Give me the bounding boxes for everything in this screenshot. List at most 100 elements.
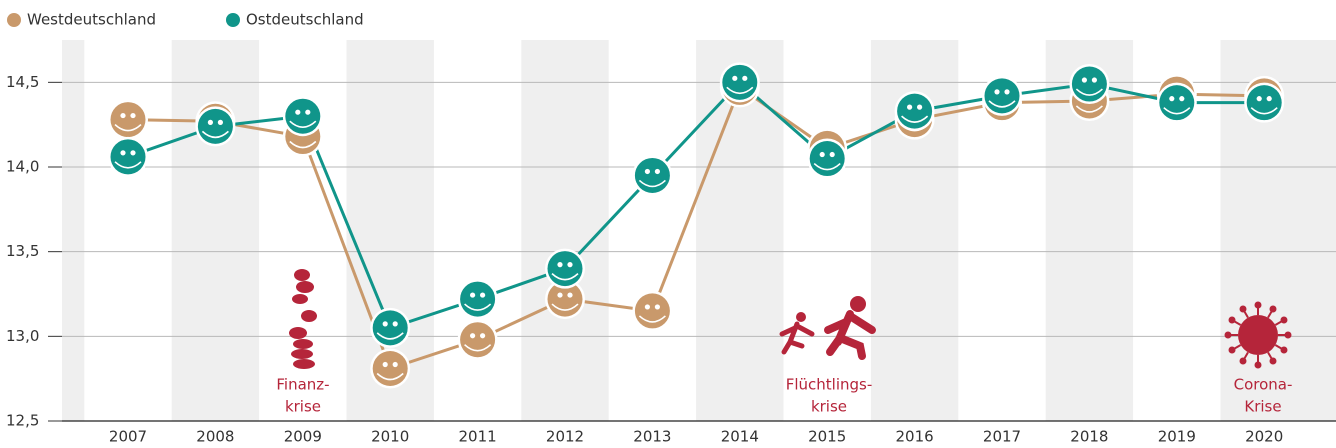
x-tick-label: 2014 xyxy=(721,428,759,446)
smiley-marker xyxy=(370,348,411,389)
x-tick-label: 2012 xyxy=(546,428,584,446)
legend-label: Ostdeutschland xyxy=(246,11,364,29)
legend-swatch xyxy=(7,13,21,27)
smiley-marker xyxy=(457,279,498,320)
y-tick-label: 13,5 xyxy=(6,242,39,260)
marker-smile xyxy=(464,303,492,311)
smiley-marker xyxy=(807,138,848,179)
marker-eye xyxy=(644,304,651,310)
annotation: krise xyxy=(811,398,847,416)
marker-eye xyxy=(1169,96,1175,102)
smiley-marker xyxy=(457,319,498,360)
smiley-marker xyxy=(370,307,411,348)
y-tick-label: 14,0 xyxy=(6,158,39,176)
marker-eye xyxy=(1266,96,1272,102)
x-tick-label: 2015 xyxy=(808,428,846,446)
annotation: krise xyxy=(285,398,321,416)
x-tick-label: 2019 xyxy=(1158,428,1196,446)
marker-face xyxy=(460,281,496,317)
smiley-marker xyxy=(982,75,1022,116)
marker-eye xyxy=(732,75,738,81)
coins-icon xyxy=(289,269,317,369)
smiley-marker xyxy=(1244,82,1285,123)
virus-spike-tip xyxy=(1228,346,1236,354)
marker-eye xyxy=(819,151,825,158)
marker-smile xyxy=(289,140,317,149)
marker-eye xyxy=(392,321,398,327)
marker-eye xyxy=(1004,89,1010,95)
marker-smile xyxy=(201,130,229,139)
marker-eye xyxy=(480,333,486,339)
x-tick-label: 2017 xyxy=(983,428,1021,446)
marker-eye xyxy=(217,119,223,125)
virus-icon xyxy=(1224,301,1292,369)
marker-face xyxy=(1071,66,1107,102)
marker-smile xyxy=(901,115,929,123)
smiley-marker xyxy=(719,62,760,103)
refugee-icon xyxy=(779,296,876,360)
marker-eye xyxy=(917,104,923,110)
marker-eye xyxy=(382,361,388,368)
marker-eye xyxy=(120,150,126,156)
x-tick-label: 2018 xyxy=(1070,428,1108,446)
marker-face xyxy=(634,293,670,329)
marker-eye xyxy=(654,168,661,175)
marker-smile xyxy=(551,303,579,311)
marker-eye xyxy=(392,361,398,368)
marker-eye xyxy=(120,112,126,119)
marker-smile xyxy=(1075,105,1103,113)
x-tick-label: 2007 xyxy=(109,428,147,446)
marker-smile xyxy=(638,315,666,323)
y-tick-label: 13,0 xyxy=(6,327,39,345)
x-tick-label: 2013 xyxy=(633,428,671,446)
virus-spike-tip xyxy=(1269,305,1277,313)
marker-smile xyxy=(813,162,841,171)
marker-face xyxy=(722,64,758,100)
marker-face xyxy=(372,351,408,387)
virus-spike-tip xyxy=(1239,305,1247,313)
virus-spike-tip xyxy=(1254,361,1262,369)
smiley-marker xyxy=(545,248,585,289)
marker-face xyxy=(547,251,583,287)
marker-eye xyxy=(130,150,136,156)
marker-eye xyxy=(470,333,476,339)
marker-eye xyxy=(907,104,913,110)
marker-face xyxy=(110,102,146,138)
y-tick-label: 12,5 xyxy=(6,412,39,430)
marker-eye xyxy=(382,321,388,327)
marker-smile xyxy=(114,161,142,169)
column-band xyxy=(84,40,172,421)
marker-face xyxy=(372,310,408,346)
marker-smile xyxy=(376,332,404,340)
virus-spike-tip xyxy=(1280,316,1288,324)
x-tick-label: 2010 xyxy=(371,428,409,446)
marker-face xyxy=(634,157,670,193)
legend-swatch xyxy=(226,13,240,27)
marker-eye xyxy=(1179,96,1185,102)
marker-smile xyxy=(551,273,579,281)
marker-face xyxy=(110,139,146,175)
marker-eye xyxy=(295,109,301,115)
smiley-marker xyxy=(108,136,148,177)
smiley-marker xyxy=(1069,64,1110,105)
marker-smile xyxy=(1163,107,1191,115)
marker-eye xyxy=(994,89,1000,95)
marker-face xyxy=(809,141,845,177)
marker-eye xyxy=(305,109,311,115)
marker-eye xyxy=(829,151,835,158)
marker-face xyxy=(1246,85,1282,121)
marker-smile xyxy=(289,120,317,128)
marker-face xyxy=(460,322,496,358)
marker-eye xyxy=(1256,96,1262,102)
virus-spike-tip xyxy=(1280,346,1288,354)
smiley-marker xyxy=(1156,82,1197,123)
column-band xyxy=(608,40,697,421)
marker-eye xyxy=(207,119,213,125)
marker-smile xyxy=(114,123,142,132)
virus-spike-tip xyxy=(1284,331,1292,339)
marker-face xyxy=(1159,85,1195,121)
virus-spike-tip xyxy=(1254,301,1262,309)
annotation: Flüchtlings- xyxy=(786,376,873,394)
smiley-marker xyxy=(545,279,585,320)
